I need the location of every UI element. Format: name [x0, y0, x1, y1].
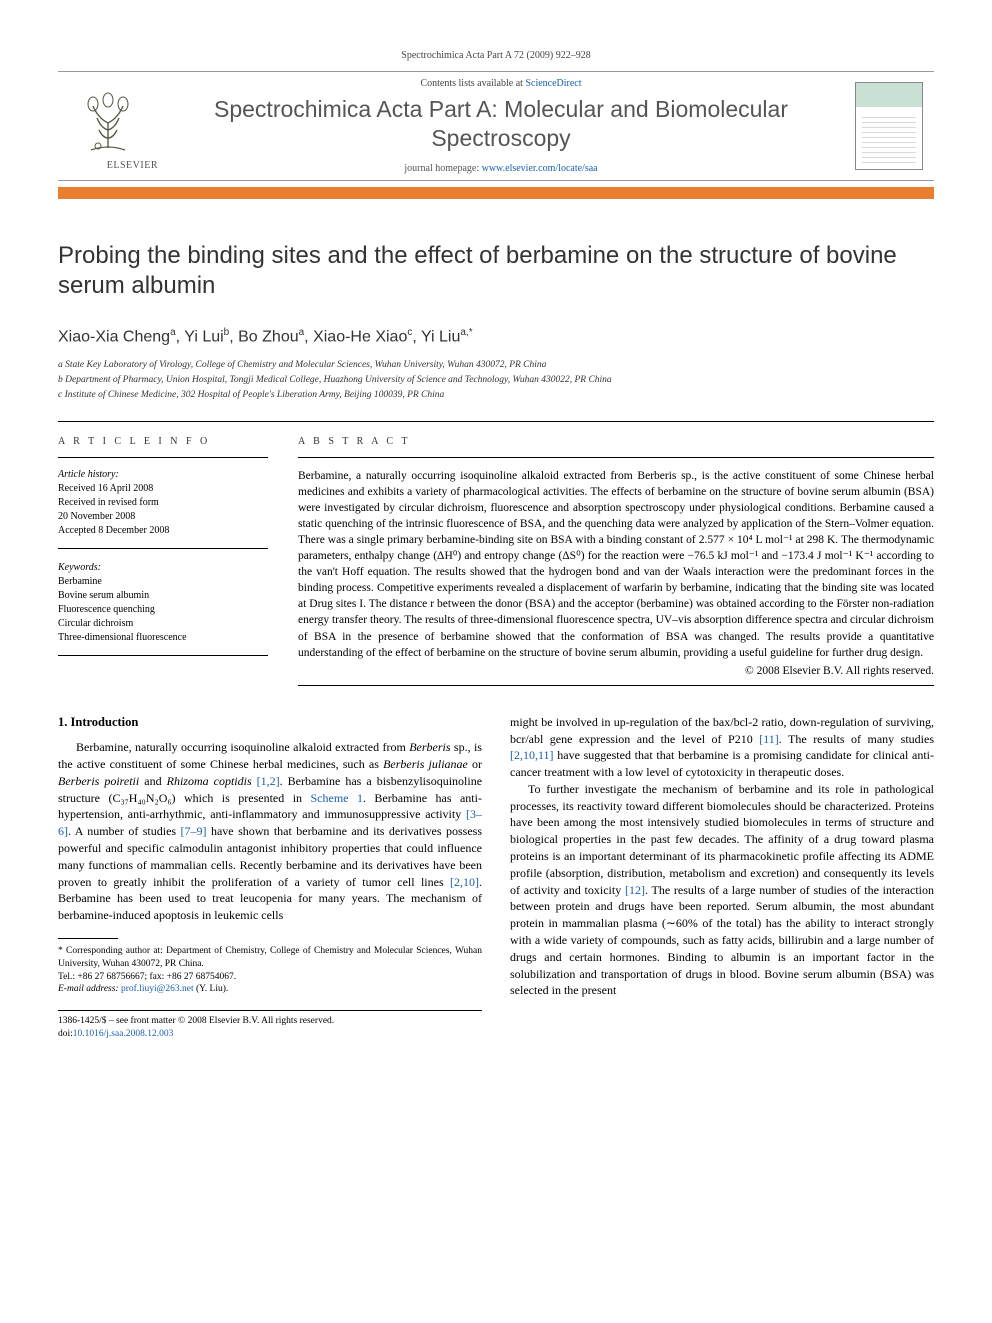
footnote-separator: [58, 938, 118, 939]
elsevier-tree-icon: [73, 88, 143, 158]
journal-home-prefix: journal homepage:: [404, 163, 481, 174]
footer-issn: 1386-1425/$ – see front matter © 2008 El…: [58, 1015, 482, 1028]
footnote-email-line: E-mail address: prof.liuyi@263.net (Y. L…: [58, 983, 482, 996]
intro-paragraph-right-2: To further investigate the mechanism of …: [510, 781, 934, 999]
footnote-email-link[interactable]: prof.liuyi@263.net: [121, 984, 194, 994]
article-history-label: Article history:: [58, 468, 268, 482]
journal-masthead: ELSEVIER Contents lists available at Sci…: [58, 71, 934, 181]
footer-doi-link[interactable]: 10.1016/j.saa.2008.12.003: [73, 1029, 174, 1039]
body-two-column: 1. Introduction Berbamine, naturally occ…: [58, 714, 934, 1041]
journal-name: Spectrochimica Acta Part A: Molecular an…: [166, 95, 836, 153]
orange-accent-bar: [58, 187, 934, 199]
contents-prefix: Contents lists available at: [420, 78, 525, 89]
keyword-1: Bovine serum albumin: [58, 589, 268, 603]
affiliation-a: a State Key Laboratory of Virology, Coll…: [58, 358, 934, 372]
history-revised-2: 20 November 2008: [58, 510, 268, 524]
affiliation-c: c Institute of Chinese Medicine, 302 Hos…: [58, 388, 934, 402]
abstract-heading: A B S T R A C T: [298, 436, 934, 447]
section-heading-introduction: 1. Introduction: [58, 714, 482, 732]
corresponding-author-footnote: * Corresponding author at: Department of…: [58, 945, 482, 996]
body-right-column: might be involved in up-regulation of th…: [510, 714, 934, 1041]
history-received: Received 16 April 2008: [58, 482, 268, 496]
keyword-0: Berbamine: [58, 575, 268, 589]
article-info-column: A R T I C L E I N F O Article history: R…: [58, 422, 268, 686]
footnote-email-suffix: (Y. Liu).: [194, 984, 229, 994]
affiliations: a State Key Laboratory of Virology, Coll…: [58, 358, 934, 403]
keyword-2: Fluorescence quenching: [58, 603, 268, 617]
journal-home-link[interactable]: www.elsevier.com/locate/saa: [482, 163, 598, 174]
article-title: Probing the binding sites and the effect…: [58, 241, 934, 301]
footer-doi-prefix: doi:: [58, 1029, 73, 1039]
journal-homepage-line: journal homepage: www.elsevier.com/locat…: [166, 163, 836, 174]
journal-cover-icon: [855, 82, 923, 170]
abstract-copyright: © 2008 Elsevier B.V. All rights reserved…: [298, 665, 934, 677]
keywords-label: Keywords:: [58, 561, 268, 575]
keyword-3: Circular dichroism: [58, 617, 268, 631]
sciencedirect-link[interactable]: ScienceDirect: [525, 78, 581, 89]
article-info-heading: A R T I C L E I N F O: [58, 436, 268, 447]
publisher-logo-block: ELSEVIER: [58, 72, 158, 180]
publisher-label: ELSEVIER: [107, 160, 158, 171]
footnote-tel: Tel.: +86 27 68756667; fax: +86 27 68754…: [58, 971, 482, 984]
footnote-email-label: E-mail address:: [58, 984, 121, 994]
footer-block: 1386-1425/$ – see front matter © 2008 El…: [58, 1010, 482, 1041]
abstract-text: Berbamine, a naturally occurring isoquin…: [298, 468, 934, 661]
author-list: Xiao-Xia Chenga, Yi Luib, Bo Zhoua, Xiao…: [58, 327, 934, 346]
intro-paragraph-right-1: might be involved in up-regulation of th…: [510, 714, 934, 781]
footnote-corr: * Corresponding author at: Department of…: [58, 945, 482, 971]
abstract-column: A B S T R A C T Berbamine, a naturally o…: [298, 422, 934, 686]
keyword-4: Three-dimensional fluorescence: [58, 631, 268, 645]
intro-paragraph-left: Berbamine, naturally occurring isoquinol…: [58, 739, 482, 924]
body-left-column: 1. Introduction Berbamine, naturally occ…: [58, 714, 482, 1041]
contents-available-line: Contents lists available at ScienceDirec…: [166, 78, 836, 89]
cover-thumbnail-block: [844, 72, 934, 180]
history-revised-1: Received in revised form: [58, 496, 268, 510]
footer-doi-line: doi:10.1016/j.saa.2008.12.003: [58, 1028, 482, 1041]
affiliation-b: b Department of Pharmacy, Union Hospital…: [58, 373, 934, 387]
history-accepted: Accepted 8 December 2008: [58, 524, 268, 538]
running-head: Spectrochimica Acta Part A 72 (2009) 922…: [58, 50, 934, 61]
